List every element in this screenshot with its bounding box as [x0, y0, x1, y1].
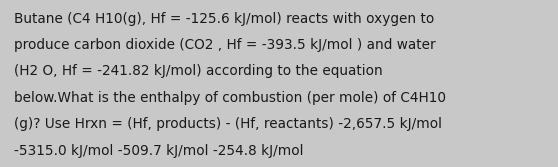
Text: (H2 O, Hf = -241.82 kJ/mol) according to the equation: (H2 O, Hf = -241.82 kJ/mol) according to…	[14, 64, 383, 78]
Text: (g)? Use Hrxn = (Hf, products) - (Hf, reactants) -2,657.5 kJ/mol: (g)? Use Hrxn = (Hf, products) - (Hf, re…	[14, 117, 442, 131]
Text: -5315.0 kJ/mol -509.7 kJ/mol -254.8 kJ/mol: -5315.0 kJ/mol -509.7 kJ/mol -254.8 kJ/m…	[14, 144, 304, 158]
Text: below.What is the enthalpy of combustion (per mole) of C4H10: below.What is the enthalpy of combustion…	[14, 91, 446, 105]
Text: produce carbon dioxide (CO2 , Hf = -393.5 kJ/mol ) and water: produce carbon dioxide (CO2 , Hf = -393.…	[14, 38, 436, 52]
Text: Butane (C4 H10(g), Hf = -125.6 kJ/mol) reacts with oxygen to: Butane (C4 H10(g), Hf = -125.6 kJ/mol) r…	[14, 12, 434, 26]
